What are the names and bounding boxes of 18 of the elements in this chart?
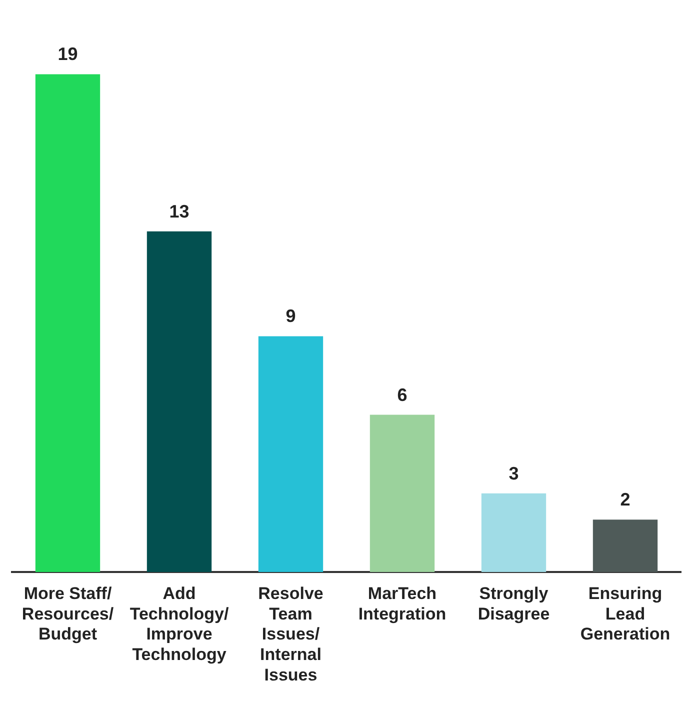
bar <box>592 520 658 572</box>
bar <box>146 231 212 572</box>
data-label: 19 <box>58 44 78 64</box>
bar <box>370 414 435 572</box>
data-label: 6 <box>397 384 408 405</box>
x-tick-label: More Staff/ Resources/ Budget <box>22 584 114 644</box>
data-label: 9 <box>286 306 296 326</box>
x-tick-label: Add Technology/ Improve Technology <box>130 584 229 664</box>
data-label: 13 <box>169 201 190 222</box>
x-tick-label: Resolve Team Issues/ Internal Issues <box>258 584 324 684</box>
bar <box>481 493 546 572</box>
bar <box>258 336 324 572</box>
x-tick-label: Ensuring Lead Generation <box>580 584 670 644</box>
bar <box>35 74 100 572</box>
data-label: 3 <box>508 463 519 484</box>
x-tick-label: Strongly Disagree <box>478 584 550 624</box>
x-tick-label: MarTech Integration <box>358 584 446 624</box>
data-label: 2 <box>620 490 630 510</box>
